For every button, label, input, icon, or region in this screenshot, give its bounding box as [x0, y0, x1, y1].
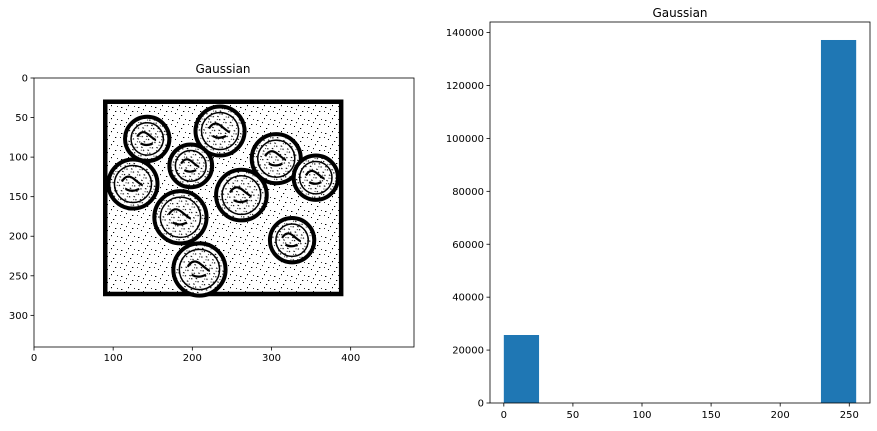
image-axes-frame: [33, 77, 415, 348]
histogram-y-tick-label: 140000: [446, 28, 484, 39]
image-y-tick-label: 150: [9, 192, 28, 203]
image-y-ticks: 0 50 100 150 200 250 300: [9, 74, 34, 322]
histogram-x-tick-label: 200: [771, 410, 790, 421]
histogram-y-tick-label: 20000: [452, 346, 484, 357]
coin-5: [291, 153, 341, 202]
histogram-y-tick-label: 80000: [452, 187, 484, 198]
image-x-tick-label: 300: [262, 353, 281, 364]
image-y-tick-label: 200: [9, 232, 28, 243]
histogram-bar: [820, 39, 857, 403]
image-y-tick-label: 250: [9, 271, 28, 282]
image-x-tick-label: 400: [341, 353, 360, 364]
image-y-tick-label: 50: [15, 113, 28, 124]
coin-9: [267, 216, 317, 265]
coin-1: [123, 114, 172, 164]
histogram-x-tick-label: 150: [702, 410, 721, 421]
histogram-subplot: Gaussian 0 50 100 150 200 250 0 20000 40000 6000…: [446, 6, 871, 421]
histogram-bars: [503, 39, 857, 403]
coin-2: [193, 104, 247, 158]
histogram-axes-frame: [489, 21, 871, 404]
coin-3: [249, 132, 303, 186]
histogram-title: Gaussian: [652, 6, 707, 20]
histogram-x-tick-label: 100: [632, 410, 651, 421]
coin-6: [106, 157, 160, 211]
image-y-tick-label: 100: [9, 153, 28, 164]
image-content: [103, 99, 344, 298]
image-x-tick-label: 0: [31, 353, 37, 364]
histogram-y-ticks: 0 20000 40000 60000 80000 100000 120000 140000: [446, 28, 490, 410]
histogram-bar: [503, 335, 540, 403]
image-x-tick-label: 100: [104, 353, 123, 364]
histogram-x-ticks: 0 50 100 150 200 250: [501, 403, 859, 421]
histogram-x-tick-label: 50: [567, 410, 580, 421]
image-x-tick-label: 200: [183, 353, 202, 364]
image-y-tick-label: 300: [9, 311, 28, 322]
image-subplot: Gaussian 0 100 200 300 400 0 50 100 150 200 250 30…: [9, 62, 415, 364]
coin-7: [214, 167, 269, 223]
image-y-tick-label: 0: [22, 74, 28, 85]
histogram-x-tick-label: 250: [840, 410, 859, 421]
histogram-y-tick-label: 60000: [452, 240, 484, 251]
coin-4: [167, 142, 215, 190]
histogram-y-tick-label: 100000: [446, 134, 484, 145]
coin-8: [152, 189, 209, 246]
histogram-y-tick-label: 120000: [446, 81, 484, 92]
image-title: Gaussian: [195, 62, 250, 76]
image-x-ticks: 0 100 200 300 400: [31, 347, 360, 364]
histogram-x-tick-label: 0: [501, 410, 507, 421]
coin-10: [171, 241, 228, 298]
histogram-y-tick-label: 40000: [452, 293, 484, 304]
histogram-y-tick-label: 0: [478, 399, 484, 410]
